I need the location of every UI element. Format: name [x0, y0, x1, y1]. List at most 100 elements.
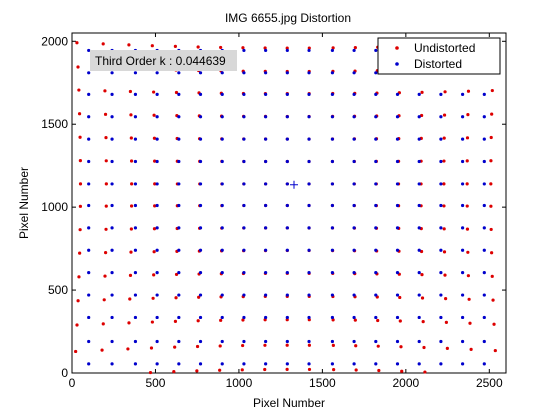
point-distorted	[374, 271, 378, 275]
point-distorted	[87, 92, 91, 96]
point-undistorted	[465, 159, 469, 163]
point-distorted	[285, 182, 289, 186]
point-distorted	[155, 293, 159, 297]
point-distorted	[330, 71, 334, 75]
point-undistorted	[101, 42, 105, 46]
point-undistorted	[263, 343, 267, 347]
y-tick-label: 1000	[41, 200, 68, 214]
point-distorted	[374, 182, 378, 186]
point-distorted	[352, 226, 356, 230]
point-undistorted	[148, 370, 153, 375]
point-distorted	[417, 339, 421, 344]
point-undistorted	[465, 136, 470, 140]
point-distorted	[242, 159, 246, 164]
point-distorted	[264, 115, 268, 119]
legend-label-undistorted: Undistorted	[414, 41, 475, 55]
point-distorted	[133, 115, 138, 119]
point-undistorted	[465, 227, 470, 231]
point-distorted	[330, 271, 334, 275]
point-undistorted	[442, 113, 447, 117]
point-distorted	[461, 248, 465, 252]
point-distorted	[285, 315, 289, 320]
point-distorted	[177, 271, 181, 275]
point-distorted	[307, 159, 311, 164]
point-undistorted	[129, 159, 134, 163]
point-undistorted	[419, 249, 424, 254]
point-distorted	[482, 203, 486, 208]
point-distorted	[242, 271, 246, 275]
point-distorted	[133, 248, 138, 252]
point-distorted	[87, 71, 91, 75]
point-undistorted	[489, 227, 493, 232]
point-undistorted	[103, 274, 107, 278]
legend-marker-undistorted	[395, 46, 399, 50]
point-distorted	[155, 315, 159, 320]
point-distorted	[155, 115, 159, 119]
point-undistorted	[307, 343, 311, 347]
point-distorted	[307, 48, 311, 53]
point-undistorted	[331, 46, 335, 50]
point-distorted	[352, 159, 356, 164]
point-undistorted	[152, 113, 156, 117]
point-undistorted	[263, 367, 267, 372]
point-undistorted	[174, 296, 178, 300]
point-distorted	[482, 159, 486, 164]
point-undistorted	[444, 296, 448, 301]
point-distorted	[307, 226, 311, 230]
point-distorted	[330, 159, 334, 164]
point-distorted	[155, 137, 159, 141]
point-undistorted	[152, 227, 157, 231]
point-undistorted	[442, 182, 446, 186]
point-distorted	[133, 293, 138, 297]
point-distorted	[461, 159, 465, 164]
point-distorted	[220, 159, 224, 164]
point-distorted	[87, 339, 91, 344]
point-distorted	[417, 159, 421, 164]
point-undistorted	[466, 274, 470, 278]
point-distorted	[264, 92, 268, 96]
point-distorted	[242, 115, 246, 119]
point-distorted	[439, 92, 443, 96]
point-distorted	[110, 248, 114, 252]
point-distorted	[307, 248, 311, 252]
point-undistorted	[75, 41, 79, 45]
point-distorted	[395, 248, 400, 252]
point-distorted	[374, 203, 378, 208]
point-distorted	[395, 293, 400, 297]
point-distorted	[417, 203, 421, 208]
point-distorted	[155, 203, 159, 208]
distortion-center-marker	[290, 180, 299, 189]
point-undistorted	[101, 322, 105, 326]
point-distorted	[352, 248, 356, 252]
point-distorted	[242, 248, 246, 252]
chart-title: IMG 6655.jpg Distortion	[225, 11, 351, 25]
point-distorted	[242, 226, 246, 230]
point-undistorted	[331, 318, 335, 322]
point-distorted	[285, 48, 289, 53]
point-undistorted	[331, 343, 335, 348]
point-distorted	[264, 48, 268, 53]
point-distorted	[177, 159, 181, 164]
point-distorted	[87, 293, 91, 297]
point-undistorted	[218, 368, 222, 372]
point-distorted	[461, 115, 465, 119]
point-distorted	[198, 115, 203, 119]
y-tick-label: 0	[61, 366, 68, 380]
point-distorted	[110, 92, 114, 96]
point-distorted	[155, 71, 159, 75]
point-undistorted	[399, 345, 403, 349]
point-distorted	[417, 293, 421, 297]
point-distorted	[198, 315, 203, 320]
point-distorted	[110, 339, 114, 344]
point-distorted	[87, 271, 91, 275]
point-distorted	[264, 137, 268, 141]
point-distorted	[264, 182, 268, 186]
point-distorted	[285, 339, 289, 344]
point-distorted	[417, 315, 421, 320]
point-distorted	[264, 159, 268, 164]
point-distorted	[395, 92, 400, 96]
point-distorted	[307, 92, 311, 96]
point-distorted	[87, 203, 91, 208]
